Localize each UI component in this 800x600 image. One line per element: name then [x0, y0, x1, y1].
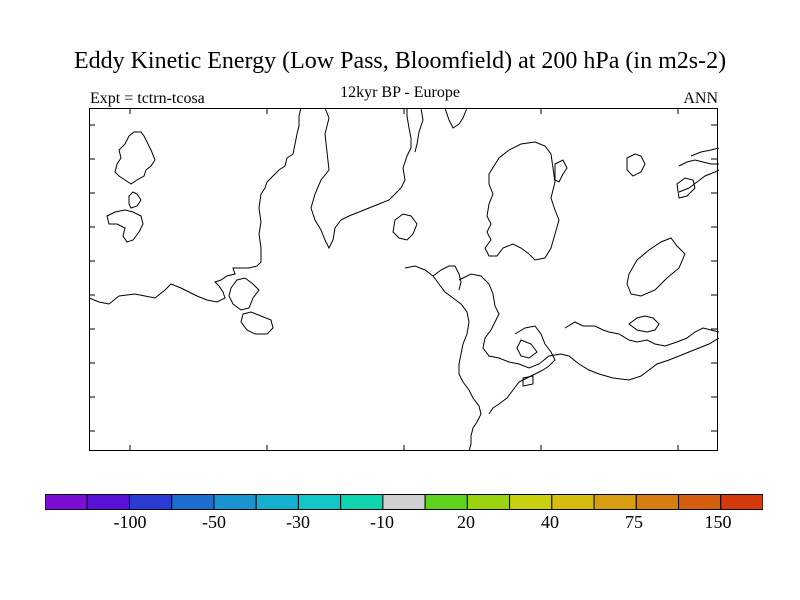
norway-coastline	[310, 108, 412, 250]
colorbar-swatch	[340, 494, 384, 510]
colorbar-label: 75	[625, 512, 643, 532]
balkan-coastline	[458, 273, 719, 381]
europe-coastline-map	[89, 108, 719, 452]
sardinia-coastline	[522, 375, 534, 387]
colorbar-label: -30	[286, 512, 310, 532]
colorbar-label: -10	[370, 512, 394, 532]
caspian-coastline	[626, 237, 686, 297]
faroe-small-coastline	[106, 209, 144, 243]
colorbar-swatch	[720, 494, 763, 510]
ireland-coastline	[228, 277, 260, 311]
colorbar-label: -50	[202, 512, 226, 532]
iberia-north-coastline	[404, 265, 482, 452]
kola-coastline	[676, 177, 696, 199]
shetland-coastline	[392, 213, 418, 241]
season-label: ANN	[683, 90, 718, 107]
colorbar-swatch	[593, 494, 637, 510]
france-coastline	[432, 265, 462, 291]
colorbar-swatch	[678, 494, 722, 510]
black-sea-east-coastline	[628, 315, 660, 333]
plot-title: Eddy Kinetic Energy (Low Pass, Bloomfiel…	[73, 48, 727, 74]
colorbar-swatch	[509, 494, 553, 510]
colorbar-label: -100	[113, 512, 147, 532]
italy-coastline	[488, 325, 556, 415]
colorbar-swatch	[382, 494, 426, 510]
experiment-label: Expt = tctrn-tcosa	[90, 90, 205, 107]
colorbar-swatch	[466, 494, 511, 510]
colorbar-swatch	[297, 494, 342, 510]
black-sea-coastline	[564, 321, 719, 347]
colorbar-label: 150	[704, 512, 732, 532]
iceland-coastline	[114, 131, 156, 185]
scotland-coastline	[240, 311, 274, 335]
colorbar-swatch	[255, 494, 299, 510]
colorbar-swatch	[45, 494, 88, 510]
colorbar-label: 20	[457, 512, 475, 532]
british-isles-coastline	[89, 108, 302, 305]
baltic-north-coastline	[414, 108, 424, 153]
colorbar	[45, 494, 763, 510]
finland-coastline	[484, 141, 560, 261]
arctic-islands-coastline	[690, 147, 719, 157]
faroe-coastline	[128, 191, 142, 209]
russia-lakes-coastline	[554, 159, 568, 183]
aegean-coastline	[516, 339, 538, 359]
arctic-islands2-coastline	[678, 159, 719, 167]
sweden-coastline	[444, 108, 468, 129]
period-region-label: 12kyr BP - Europe	[340, 84, 460, 101]
colorbar-swatch	[171, 494, 215, 510]
kanin-coastline	[626, 153, 646, 177]
colorbar-swatch	[213, 494, 257, 510]
colorbar-swatch	[424, 494, 468, 510]
map-frame	[89, 108, 718, 451]
colorbar-swatch	[551, 494, 595, 510]
white-sea-coastline	[678, 169, 719, 193]
colorbar-swatch	[635, 494, 680, 510]
colorbar-swatch	[128, 494, 173, 510]
colorbar-label: 40	[541, 512, 559, 532]
map-ticks	[89, 108, 717, 451]
colorbar-swatch	[86, 494, 130, 510]
